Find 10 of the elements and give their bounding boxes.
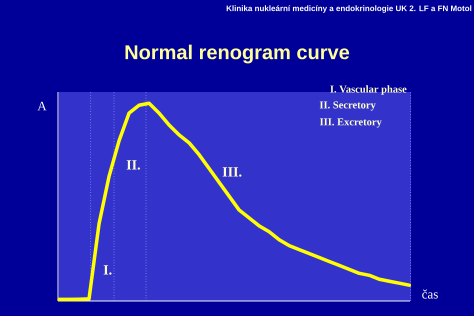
text: I. Vascular phase (330, 85, 407, 95)
annotation: I. (104, 265, 112, 275)
text: Klinika nukleární medicíny a endokrinologie UK 2. LF a FN Motol (226, 5, 472, 13)
annotation: II. Secretory (320, 101, 376, 111)
annotation: II. (126, 160, 140, 170)
chart-title: Normal renogram curve (126, 44, 350, 64)
x-axis-title: čas (422, 289, 438, 299)
annotation: III. Excretory (320, 118, 382, 128)
annotation: III. (222, 167, 242, 177)
y-axis-title: A (37, 102, 47, 110)
